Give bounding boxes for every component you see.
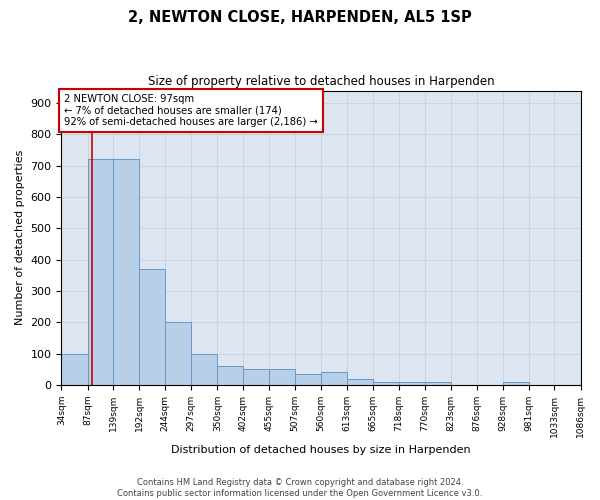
Bar [503, 382, 529, 385]
Title: Size of property relative to detached houses in Harpenden: Size of property relative to detached ho… [148, 75, 494, 88]
Bar [165, 322, 191, 385]
Text: 2, NEWTON CLOSE, HARPENDEN, AL5 1SP: 2, NEWTON CLOSE, HARPENDEN, AL5 1SP [128, 10, 472, 25]
Bar [373, 382, 399, 385]
Bar [321, 372, 347, 385]
Bar [295, 374, 321, 385]
Bar [139, 269, 165, 385]
Text: Contains HM Land Registry data © Crown copyright and database right 2024.
Contai: Contains HM Land Registry data © Crown c… [118, 478, 482, 498]
Text: 2 NEWTON CLOSE: 97sqm
← 7% of detached houses are smaller (174)
92% of semi-deta: 2 NEWTON CLOSE: 97sqm ← 7% of detached h… [64, 94, 317, 127]
Bar [243, 369, 269, 385]
Bar [113, 160, 139, 385]
X-axis label: Distribution of detached houses by size in Harpenden: Distribution of detached houses by size … [171, 445, 471, 455]
Bar [269, 369, 295, 385]
Bar [347, 378, 373, 385]
Bar [425, 382, 451, 385]
Bar [61, 354, 88, 385]
Bar [88, 160, 113, 385]
Bar [399, 382, 425, 385]
Bar [217, 366, 243, 385]
Y-axis label: Number of detached properties: Number of detached properties [15, 150, 25, 326]
Bar [191, 354, 217, 385]
